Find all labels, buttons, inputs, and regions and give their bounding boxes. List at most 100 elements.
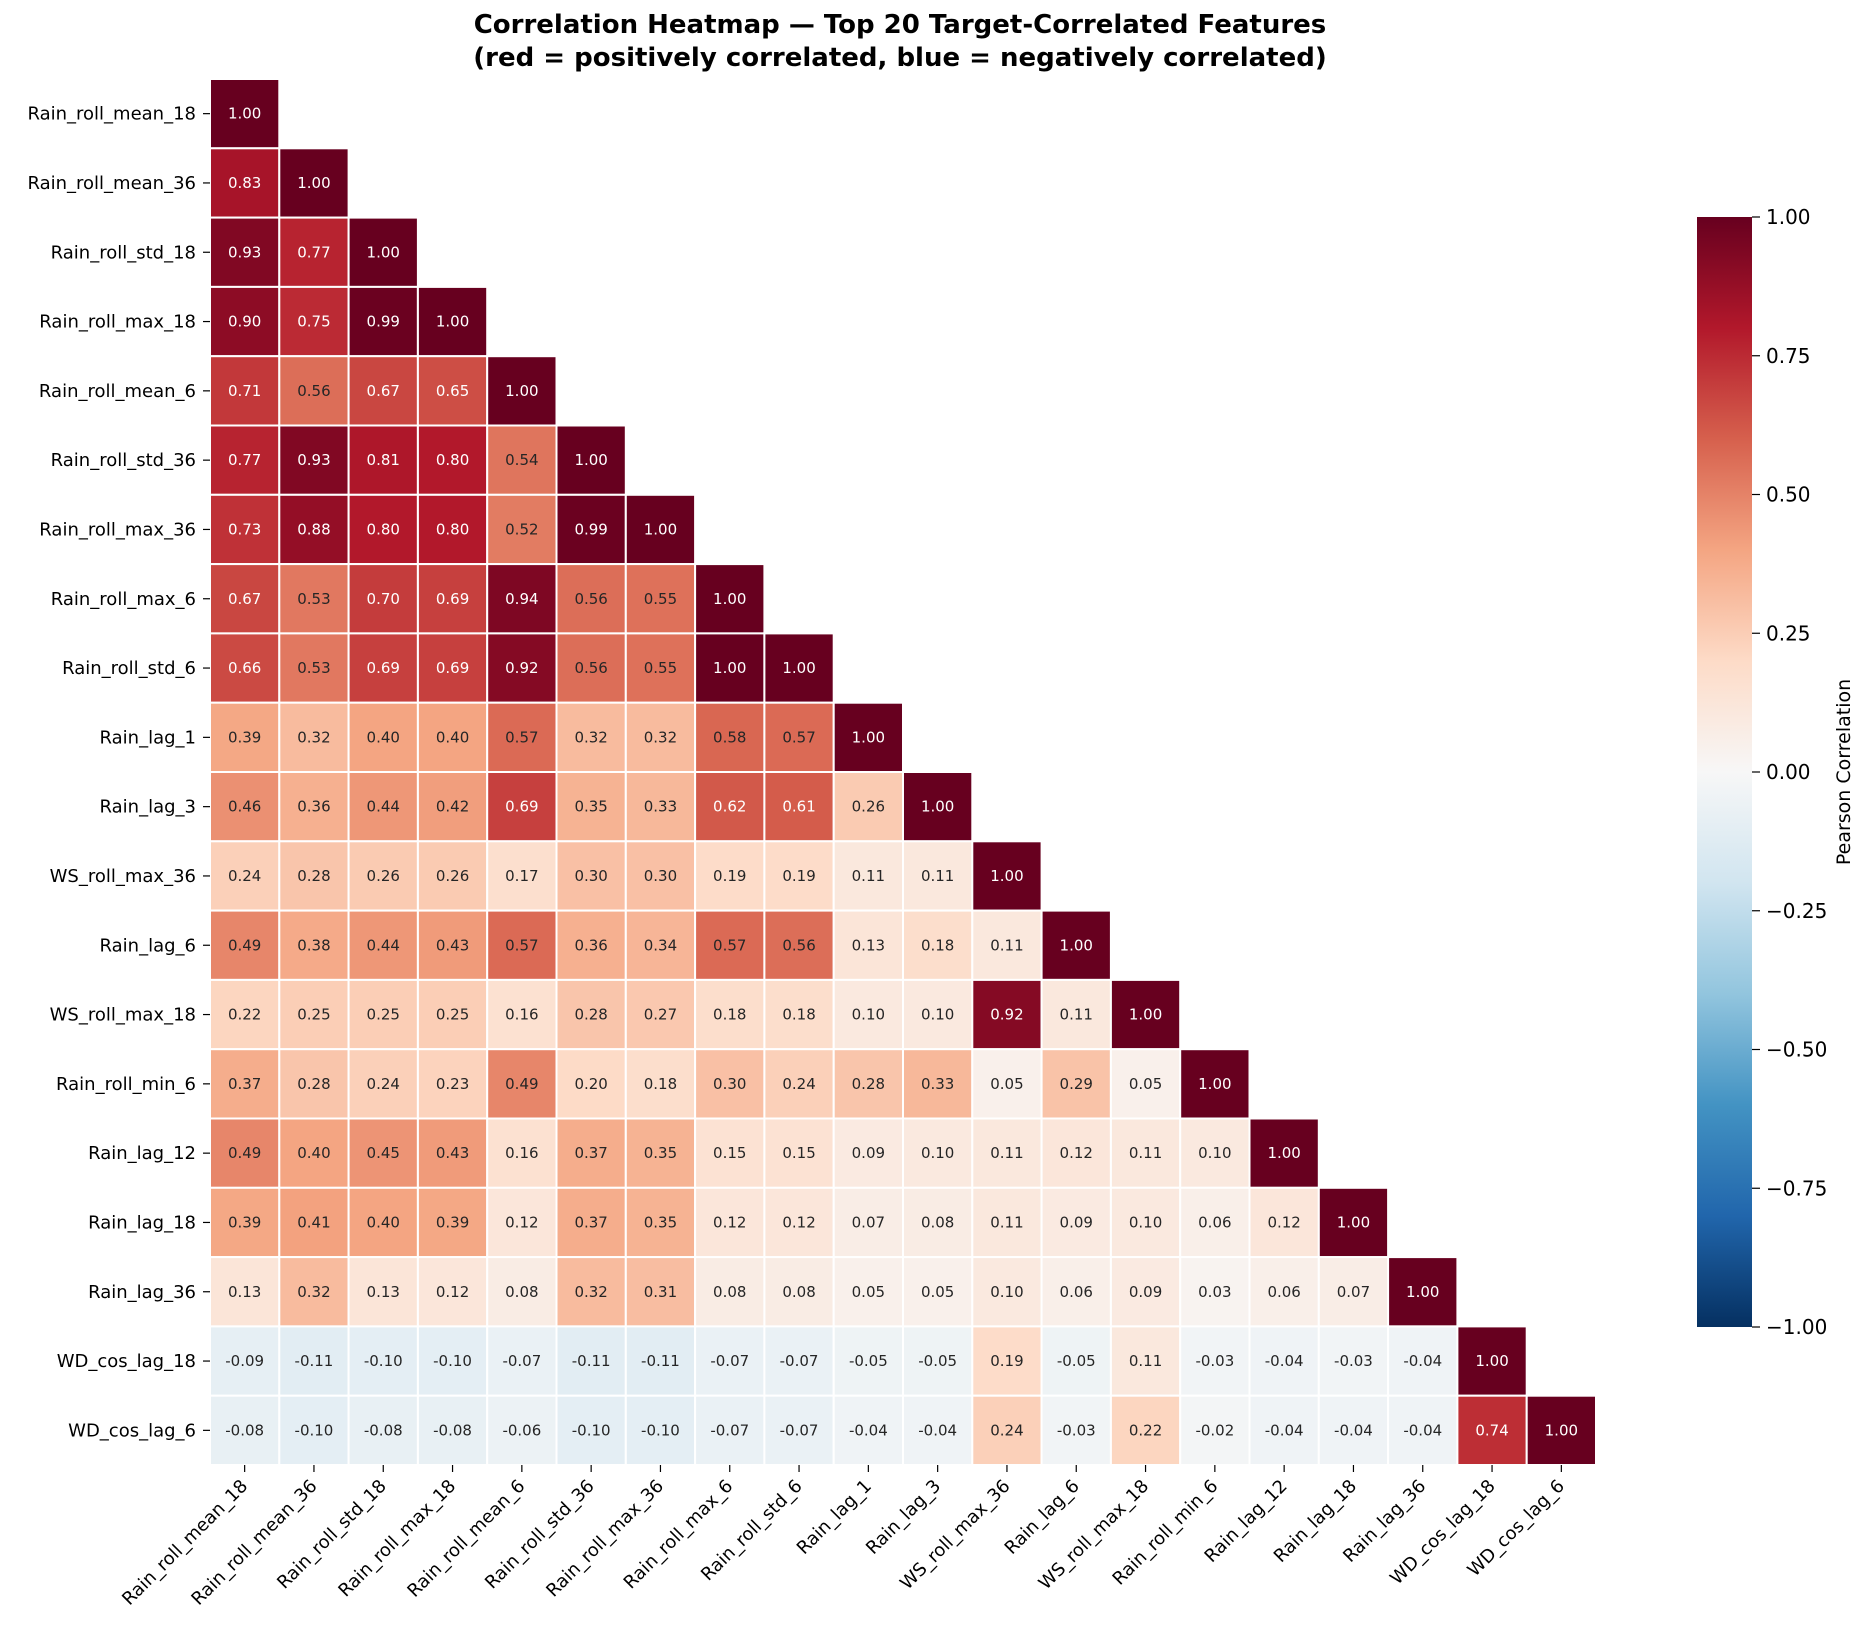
cell-value-label: -0.10	[572, 1421, 611, 1439]
heatmap-cell	[971, 978, 1043, 1051]
cell-value-label: 1.00	[1545, 1421, 1578, 1439]
heatmap-cell	[763, 840, 835, 912]
cell-value-label: 0.05	[852, 1283, 885, 1301]
heatmap-cell	[1317, 1394, 1390, 1466]
cell-value-label: 0.11	[1060, 1006, 1093, 1024]
cell-value-label: 0.24	[367, 1075, 400, 1093]
cell-value-label: 0.49	[505, 1075, 538, 1093]
colorbar-ticks: 1.00 0.75 0.50 0.25 0.00 −0.25 −0.50 −0.75 −1.00	[1752, 205, 1827, 1339]
heatmap-cell	[971, 1186, 1043, 1259]
chart-subtitle: (red = positively correlated, blue = neg…	[473, 43, 1326, 73]
cell-value-label: 0.11	[990, 936, 1023, 954]
cell-value-label: 0.37	[228, 1075, 261, 1093]
cell-value-label: 0.66	[228, 659, 261, 677]
heatmap-cell	[416, 1256, 489, 1328]
y-tick-label: Rain_roll_max_36	[39, 519, 196, 540]
colorbar-tick-label: −1.00	[1766, 1315, 1827, 1339]
heatmap-cell	[624, 909, 697, 981]
cell-value-label: 0.52	[505, 520, 538, 538]
cell-value-label: 0.28	[574, 1006, 607, 1024]
cell-value-label: 1.00	[782, 659, 815, 677]
heatmap-cell	[1109, 1117, 1182, 1189]
cell-value-label: 0.32	[574, 728, 607, 746]
heatmap-cell	[832, 909, 905, 981]
cell-value-label: 0.10	[1129, 1213, 1162, 1231]
heatmap-cell	[347, 1186, 419, 1259]
y-tick-label: Rain_roll_mean_18	[27, 104, 196, 125]
cell-value-label: 0.92	[505, 659, 538, 677]
cell-value-label: -0.06	[502, 1421, 541, 1439]
cell-value-label: 0.19	[990, 1352, 1023, 1370]
heatmap-cell	[555, 1186, 627, 1259]
cell-value-label: 0.12	[436, 1283, 469, 1301]
cell-value-label: 0.19	[782, 867, 815, 885]
heatmap-cell	[624, 493, 697, 566]
cell-value-label: -0.07	[502, 1352, 541, 1370]
cell-value-label: 0.12	[505, 1213, 538, 1231]
heatmap-cell	[1040, 1256, 1112, 1328]
cell-value-label: 0.73	[228, 520, 261, 538]
heatmap-cell	[902, 771, 974, 843]
cell-value-label: 0.65	[436, 382, 469, 400]
cell-value-label: 0.30	[644, 867, 677, 885]
cell-value-label: 0.36	[574, 936, 607, 954]
cell-value-label: 1.00	[921, 798, 954, 816]
cell-value-label: 0.99	[574, 520, 607, 538]
y-tick-label: Rain_lag_36	[88, 1282, 196, 1303]
x-tick-label: Rain_roll_mean_18	[118, 1476, 252, 1610]
heatmap-cell	[971, 840, 1043, 912]
cell-value-label: 1.00	[990, 867, 1023, 885]
heatmap-cell	[486, 978, 558, 1051]
heatmap-cell	[763, 1256, 835, 1328]
heatmap-cell	[209, 1117, 281, 1189]
cell-value-label: 0.81	[367, 451, 400, 469]
heatmap-cell	[347, 424, 419, 496]
y-tick-label: Rain_lag_6	[100, 935, 196, 956]
cell-value-label: 0.26	[367, 867, 400, 885]
heatmap-cell	[278, 1325, 350, 1397]
cell-value-label: -0.07	[710, 1421, 749, 1439]
cell-value-label: 0.11	[990, 1213, 1023, 1231]
cell-value-label: -0.11	[641, 1352, 680, 1370]
cell-value-label: 1.00	[297, 174, 330, 192]
cell-value-label: -0.11	[295, 1352, 334, 1370]
cell-value-label: 1.00	[367, 243, 400, 261]
heatmap-cell	[763, 701, 835, 774]
cell-value-label: 0.11	[1129, 1352, 1162, 1370]
cell-value-label: 0.54	[505, 451, 538, 469]
heatmap-cell	[278, 493, 350, 566]
cell-value-label: 0.12	[1060, 1144, 1093, 1162]
heatmap-cell	[1317, 1325, 1390, 1397]
cell-value-label: 1.00	[1198, 1075, 1231, 1093]
cell-value-label: -0.03	[1057, 1421, 1096, 1439]
cell-value-label: 0.71	[228, 382, 261, 400]
cell-value-label: 0.16	[505, 1006, 538, 1024]
heatmap-cell	[347, 909, 419, 981]
heatmap-cell	[555, 1117, 627, 1189]
heatmap-cell	[555, 840, 627, 912]
cell-value-label: 0.08	[713, 1283, 746, 1301]
cell-value-label: 0.57	[782, 728, 815, 746]
cell-value-label: 0.12	[713, 1213, 746, 1231]
cell-value-label: 0.05	[990, 1075, 1023, 1093]
cell-value-label: 0.12	[782, 1213, 815, 1231]
cell-value-label: 0.06	[1198, 1213, 1231, 1231]
heatmap-cell	[971, 1394, 1043, 1466]
heatmap-cell	[1179, 1048, 1251, 1120]
heatmap-cell	[832, 701, 905, 774]
y-tick-label: Rain_roll_max_6	[51, 589, 196, 610]
cell-value-label: 0.44	[367, 798, 400, 816]
x-tick-label: Rain_roll_max_36	[542, 1476, 668, 1602]
cell-value-label: 0.30	[574, 867, 607, 885]
heatmap-cell	[209, 632, 281, 704]
cell-value-label: 0.74	[1475, 1421, 1508, 1439]
cell-value-label: 0.33	[644, 798, 677, 816]
cell-value-label: 0.28	[852, 1075, 885, 1093]
heatmap-cell	[555, 978, 627, 1051]
heatmap-cell	[1387, 1325, 1459, 1397]
colorbar-tick-label: 0.75	[1766, 344, 1811, 368]
colorbar-tick-label: 0.00	[1766, 760, 1811, 784]
cell-value-label: 0.55	[644, 590, 677, 608]
heatmap-cell	[902, 978, 974, 1051]
cell-value-label: 1.00	[1060, 936, 1093, 954]
